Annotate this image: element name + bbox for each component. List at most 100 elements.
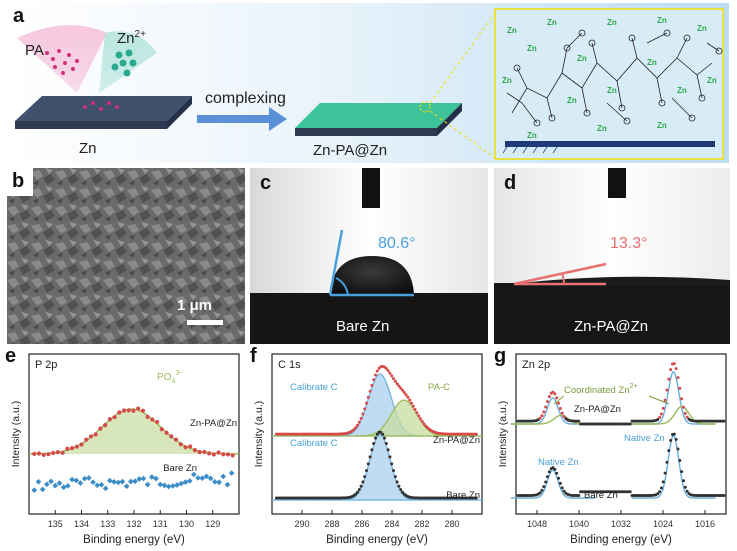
panel-c: 80.6° Bare Zn c (250, 168, 488, 344)
contact-angle-bare-zn: 80.6° Bare Zn (250, 168, 488, 344)
x-tick-label: 1016 (695, 519, 715, 529)
data-point-zn-pa (93, 432, 98, 437)
data-point-zn-pa (628, 422, 632, 426)
data-point-bare-zn (374, 436, 377, 440)
zoom-line-top (429, 12, 496, 104)
data-point-bare-zn (81, 475, 88, 482)
data-point-zn-pa (659, 412, 663, 416)
data-point-zn-pa (393, 379, 397, 383)
data-point-zn-pa (46, 452, 51, 457)
data-point-zn-pa (678, 386, 682, 390)
x-tick-label: 133 (100, 519, 115, 529)
data-point-bare-zn (207, 475, 214, 482)
data-point-zn-pa (422, 422, 426, 426)
data-point-zn-pa (540, 414, 544, 418)
data-point-bare-zn (544, 480, 548, 484)
panel-g: 1048 1040 1032 1024 1016 Binding energy (eV) I… (494, 345, 732, 546)
data-point-bare-zn (361, 480, 365, 484)
series-label-zn-pa: Zn-PA@Zn (190, 418, 237, 429)
data-point-zn-pa (656, 417, 660, 421)
x-tick-label: 1040 (569, 519, 589, 529)
plot-frame (515, 353, 727, 515)
data-point-bare-zn (372, 441, 376, 445)
data-point-zn-pa (221, 452, 226, 457)
zn-plate-top (15, 96, 192, 121)
data-point-bare-zn (658, 490, 662, 494)
data-point-bare-zn (384, 441, 388, 445)
data-point-bare-zn (48, 478, 54, 485)
data-point-zn-pa (555, 396, 559, 400)
contact-angle-line-d (513, 262, 607, 286)
x-tick-label: 280 (444, 519, 459, 529)
data-point-zn-pa (211, 452, 216, 457)
data-point-zn-pa (395, 382, 399, 386)
data-point-bare-zn (77, 480, 84, 486)
data-point-zn-pa (361, 412, 365, 416)
phosphate-groups (513, 29, 723, 127)
data-point-bare-zn (379, 430, 383, 434)
series-label-bare-zn: Bare Zn (163, 463, 197, 474)
data-point-bare-zn (722, 494, 726, 498)
data-point-bare-zn (165, 483, 172, 490)
data-point-bare-zn (69, 476, 75, 483)
pa-molecules (45, 49, 79, 75)
x-tick-label: 286 (354, 519, 369, 529)
data-point-zn-pa (553, 392, 557, 396)
x-tick-label: 131 (153, 519, 168, 529)
data-point-zn-pa (69, 446, 75, 451)
data-point-zn-pa (206, 451, 212, 456)
data-point-zn-pa (408, 398, 412, 402)
data-point-zn-pa (558, 407, 562, 411)
data-point-bare-zn (365, 469, 368, 473)
data-point-zn-pa (65, 446, 70, 451)
data-point-bare-zn (685, 489, 689, 493)
plot-frame (271, 353, 483, 515)
panel-c-label: c (260, 172, 272, 194)
data-point-bare-zn (628, 490, 632, 494)
data-point-zn-pa (388, 371, 392, 375)
panel-f-label: f (250, 345, 257, 367)
zoom-box (494, 8, 724, 160)
data-point-bare-zn (547, 470, 551, 474)
data-point-bare-zn (393, 475, 397, 479)
data-point-bare-zn (674, 437, 678, 441)
data-point-bare-zn (395, 480, 399, 484)
data-point-zn-pa (103, 422, 108, 428)
svg-text:Zn: Zn (527, 131, 537, 140)
svg-text:Zn: Zn (657, 121, 667, 130)
coordinated-zn-fit (631, 405, 716, 425)
pa-label: PA (25, 42, 44, 59)
x-tick-label: 284 (384, 519, 399, 529)
x-tick-label: 134 (74, 519, 89, 529)
data-point-bare-zn (383, 436, 386, 440)
zoom-line-bottom (429, 110, 496, 159)
y-axis-label: Intensity (a.u.) (497, 401, 509, 468)
data-point-zn-pa (159, 427, 164, 432)
data-point-zn-pa (357, 420, 361, 424)
data-point-bare-zn (540, 488, 544, 492)
data-point-zn-pa (202, 449, 207, 455)
contact-angle-line (328, 229, 344, 296)
data-point-zn-pa (370, 383, 374, 387)
label-calibrate-c-upper: Calibrate C (290, 382, 338, 393)
data-point-bare-zn (44, 481, 50, 488)
label-native-zn-left: Native Zn (538, 457, 579, 468)
svg-text:Zn: Zn (547, 18, 557, 27)
data-point-zn-pa (544, 405, 548, 409)
data-point-zn-pa (188, 444, 193, 449)
zn-substrate-label: Zn (79, 140, 97, 157)
data-point-bare-zn (562, 489, 566, 493)
data-point-bare-zn (186, 478, 193, 484)
panel-e: 135 134 133 132 131 130 129 Binding energy (eV)… (5, 345, 245, 546)
label-pa-c: PA-C (428, 382, 450, 393)
data-point-bare-zn (161, 482, 168, 489)
data-point-zn-pa (672, 362, 676, 366)
panel-d-label: d (504, 172, 517, 194)
data-point-bare-zn (667, 449, 671, 453)
data-point-bare-zn (65, 483, 71, 489)
x-axis-label: Binding energy (eV) (326, 534, 428, 546)
data-point-bare-zn (678, 459, 682, 463)
data-point-bare-zn (680, 470, 684, 474)
data-point-bare-zn (73, 477, 80, 484)
data-point-bare-zn (356, 490, 359, 494)
